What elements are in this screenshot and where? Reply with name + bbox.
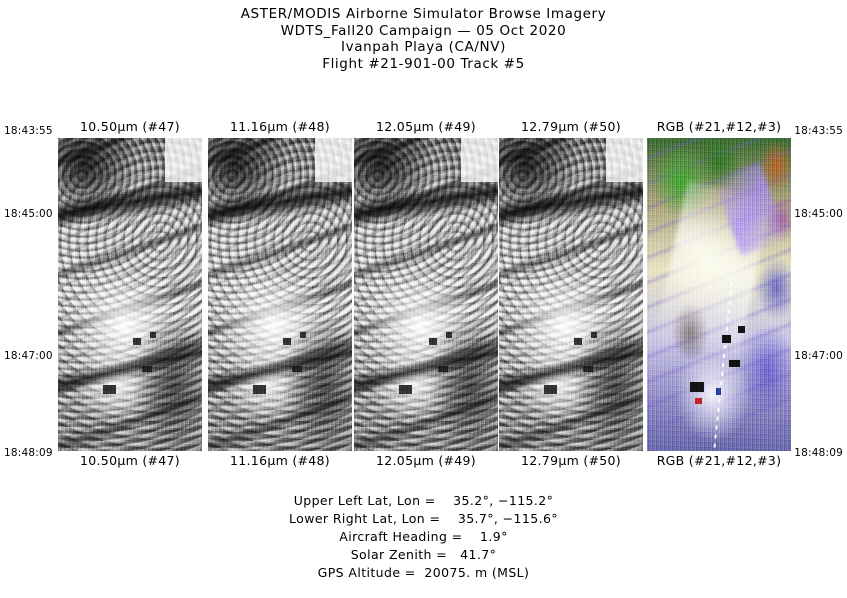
panel-caption-bottom-12-05um: 12.05μm (#49) <box>376 453 476 468</box>
title-line-1: ASTER/MODIS Airborne Simulator Browse Im… <box>240 6 607 22</box>
panel-caption-bottom-10-50um: 10.50μm (#47) <box>80 453 180 468</box>
dark-terrain-northwest <box>354 138 435 220</box>
time-label-left-2: 18:47:00 <box>4 350 53 362</box>
target-markers <box>58 138 202 451</box>
metadata-upper-left-latlon: Upper Left Lat, Lon = 35.2°, −115.2° <box>293 493 554 508</box>
title-line-3-site: Ivanpah Playa (CA/NV) <box>341 39 506 55</box>
target-markers <box>208 138 352 451</box>
bright-corner-patch <box>164 138 202 182</box>
time-label-right-end: 18:48:09 <box>794 447 843 459</box>
time-label-left-start: 18:43:55 <box>4 125 53 137</box>
panel-image-rgb[interactable] <box>647 138 791 451</box>
bright-corner-patch <box>460 138 498 182</box>
footer-metadata-block: Upper Left Lat, Lon = 35.2°, −115.2° Low… <box>0 492 847 582</box>
dark-terrain-northwest <box>58 138 139 220</box>
panel-caption-top-11-16um: 11.16μm (#48) <box>230 119 330 134</box>
metadata-aircraft-heading: Aircraft Heading = 1.9° <box>339 529 508 544</box>
dark-terrain-northwest <box>499 138 580 220</box>
metadata-solar-zenith: Solar Zenith = 41.7° <box>350 547 497 562</box>
panel-caption-top-rgb: RGB (#21,#12,#3) <box>656 119 782 134</box>
panel-band-11-16um[interactable]: 11.16μm (#48) 11.16μm (#48) <box>208 118 352 470</box>
target-markers <box>647 138 791 451</box>
panel-band-12-79um[interactable]: 12.79μm (#50) 12.79μm (#50) <box>499 118 643 470</box>
panel-rgb-composite[interactable]: RGB (#21,#12,#3) RGB (#21,#12,#3) <box>647 118 791 470</box>
panel-caption-bottom-12-79um: 12.79μm (#50) <box>521 453 621 468</box>
sensor-noise-overlay <box>354 138 498 451</box>
title-line-2-campaign: WDTS_Fall20 Campaign — 05 Oct 2020 <box>280 22 567 39</box>
image-panel-strip: 18:43:55 18:45:00 18:47:00 18:48:09 18:4… <box>0 118 847 470</box>
target-markers <box>354 138 498 451</box>
dark-terrain-northwest <box>208 138 289 220</box>
bright-corner-patch <box>314 138 352 182</box>
sensor-noise-overlay <box>58 138 202 451</box>
metadata-gps-altitude: GPS Altitude = 20075. m (MSL) <box>317 565 530 580</box>
panel-band-12-05um[interactable]: 12.05μm (#49) 12.05μm (#49) <box>354 118 498 470</box>
time-label-left-1: 18:45:00 <box>4 208 53 220</box>
panel-caption-bottom-11-16um: 11.16μm (#48) <box>230 453 330 468</box>
panel-caption-top-10-50um: 10.50μm (#47) <box>80 119 180 134</box>
metadata-lower-right-latlon: Lower Right Lat, Lon = 35.7°, −115.6° <box>289 511 558 526</box>
panel-image-12-79um[interactable] <box>499 138 643 451</box>
panel-caption-top-12-05um: 12.05μm (#49) <box>376 119 476 134</box>
time-label-right-2: 18:47:00 <box>794 350 843 362</box>
sensor-noise-overlay <box>499 138 643 451</box>
dark-terrain-southeast <box>132 313 202 451</box>
time-label-right-start: 18:43:55 <box>794 125 843 137</box>
panel-image-12-05um[interactable] <box>354 138 498 451</box>
title-line-4-flight-track: Flight #21-901-00 Track #5 <box>322 55 525 72</box>
time-label-right-1: 18:45:00 <box>794 208 843 220</box>
title-block: ASTER/MODIS Airborne Simulator Browse Im… <box>0 6 847 72</box>
bright-corner-patch <box>605 138 643 182</box>
panel-band-10-50um[interactable]: 10.50μm (#47) 10.50μm (#47) <box>58 118 202 470</box>
time-label-left-end: 18:48:09 <box>4 447 53 459</box>
panel-image-11-16um[interactable] <box>208 138 352 451</box>
dark-terrain-southeast <box>282 313 352 451</box>
panel-image-10-50um[interactable] <box>58 138 202 451</box>
sensor-noise-overlay <box>647 138 791 451</box>
sensor-noise-overlay <box>208 138 352 451</box>
panel-caption-bottom-rgb: RGB (#21,#12,#3) <box>656 453 782 468</box>
dark-terrain-southeast <box>428 313 498 451</box>
dark-terrain-southeast <box>573 313 643 451</box>
target-markers <box>499 138 643 451</box>
panel-caption-top-12-79um: 12.79μm (#50) <box>521 119 621 134</box>
